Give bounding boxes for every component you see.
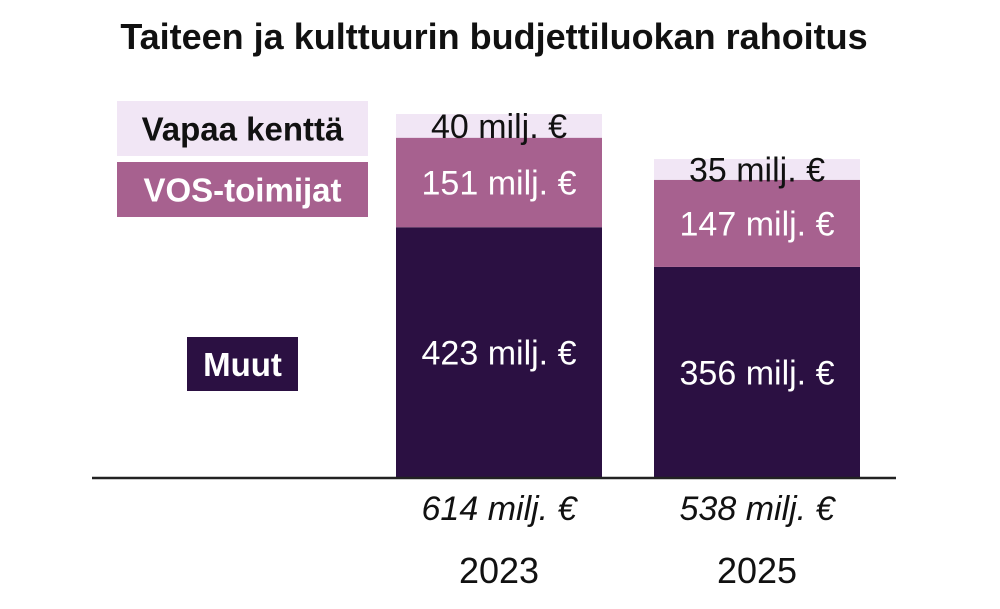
bar-vapaa-kentta-2025	[654, 159, 860, 180]
x-tick-label-2025: 2025	[717, 550, 797, 591]
legend-item-vapaa-kentta: Vapaa kenttä	[117, 101, 368, 156]
data-label-muut-2025: 356 milj. €	[680, 354, 835, 392]
bar-vapaa-kentta-2023	[396, 114, 602, 138]
data-label-vapaa-kentta-2025: 35 milj. €	[689, 151, 825, 189]
legend-swatch-vapaa-kentta	[117, 101, 368, 156]
chart-title: Taiteen ja kulttuurin budjettiluokan rah…	[120, 16, 867, 57]
legend-swatch-muut	[187, 337, 298, 391]
legend-label-vos-toimijat: VOS-toimijat	[143, 172, 341, 209]
legend-label-muut: Muut	[203, 346, 282, 383]
legend-label-vapaa-kentta: Vapaa kenttä	[142, 111, 344, 148]
bar-muut-2025	[654, 266, 860, 478]
bar-vos-toimijat-2025	[654, 179, 860, 267]
data-label-vapaa-kentta-2023: 40 milj. €	[431, 108, 567, 146]
total-label-2025: 538 milj. €	[680, 490, 837, 528]
bar-muut-2023	[396, 227, 602, 478]
data-label-muut-2023: 423 milj. €	[422, 335, 577, 373]
data-label-vos-toimijat-2025: 147 milj. €	[680, 205, 835, 243]
bar-vos-toimijat-2023	[396, 137, 602, 228]
legend-swatch-vos-toimijat	[117, 162, 368, 217]
legend-item-muut: Muut	[187, 337, 298, 391]
x-axis-labels: 614 milj. € 2023 538 milj. € 2025	[422, 490, 837, 591]
bars: 423 milj. € 151 milj. € 40 milj. € 356 milj…	[396, 108, 860, 478]
total-label-2023: 614 milj. €	[422, 490, 579, 528]
data-label-vos-toimijat-2023: 151 milj. €	[422, 164, 577, 202]
x-tick-label-2023: 2023	[459, 550, 539, 591]
legend-item-vos-toimijat: VOS-toimijat	[117, 162, 368, 217]
legend: Muut VOS-toimijat Vapaa kenttä	[117, 101, 368, 391]
